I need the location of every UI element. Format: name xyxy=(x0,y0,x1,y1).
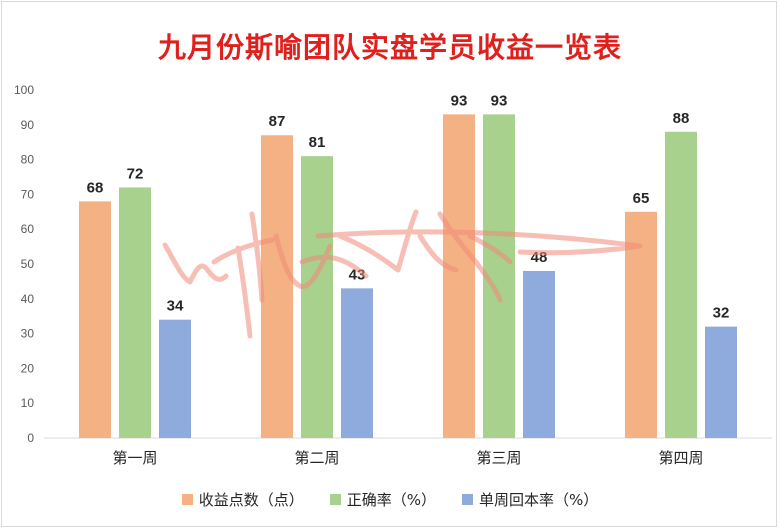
legend-swatch xyxy=(462,494,473,505)
y-tick-label: 0 xyxy=(27,431,34,445)
bar xyxy=(523,270,555,438)
y-tick-label: 40 xyxy=(21,292,35,306)
signature-watermark xyxy=(162,209,643,339)
y-tick-label: 20 xyxy=(21,361,35,375)
data-label: 88 xyxy=(673,110,690,127)
bar xyxy=(79,201,111,438)
chart-legend: 收益点数（点） 正确率（%） 单周回本率（%） xyxy=(0,489,780,510)
data-label: 72 xyxy=(127,165,144,182)
bar xyxy=(341,288,373,438)
data-label: 87 xyxy=(269,113,286,130)
bar xyxy=(443,114,475,439)
bar xyxy=(705,326,737,438)
legend-label: 正确率（%） xyxy=(346,491,436,509)
y-tick-label: 10 xyxy=(21,396,35,410)
bar xyxy=(119,187,151,438)
bar xyxy=(159,319,191,438)
data-label: 81 xyxy=(309,134,326,151)
legend-label: 单周回本率（%） xyxy=(479,491,599,509)
x-tick-label: 第二周 xyxy=(294,449,339,467)
bar xyxy=(261,135,293,439)
x-tick-label: 第四周 xyxy=(658,449,703,467)
y-tick-label: 80 xyxy=(21,153,35,167)
legend-item-series-1: 收益点数（点） xyxy=(181,489,304,510)
data-label: 65 xyxy=(633,190,650,207)
chart-title: 九月份斯喻团队实盘学员收益一览表 xyxy=(157,31,622,64)
data-label: 93 xyxy=(491,92,508,109)
legend-item-series-3: 单周回本率（%） xyxy=(462,489,598,510)
y-tick-label: 50 xyxy=(21,257,35,271)
y-tick-label: 30 xyxy=(21,327,35,341)
bar xyxy=(665,131,697,438)
x-tick-label: 第一周 xyxy=(112,449,157,467)
y-tick-label: 90 xyxy=(21,118,35,132)
legend-item-series-2: 正确率（%） xyxy=(329,489,436,510)
y-tick-label: 60 xyxy=(21,222,35,236)
y-tick-label: 70 xyxy=(21,187,35,201)
data-label: 32 xyxy=(713,305,730,322)
legend-label: 收益点数（点） xyxy=(198,491,304,509)
legend-swatch xyxy=(329,494,341,505)
x-tick-label: 第三周 xyxy=(476,449,521,467)
legend-swatch xyxy=(181,494,193,505)
bar xyxy=(301,156,333,438)
data-label: 93 xyxy=(451,92,468,109)
data-label: 68 xyxy=(87,179,104,196)
y-tick-label: 100 xyxy=(14,83,34,97)
data-label: 34 xyxy=(167,298,184,315)
